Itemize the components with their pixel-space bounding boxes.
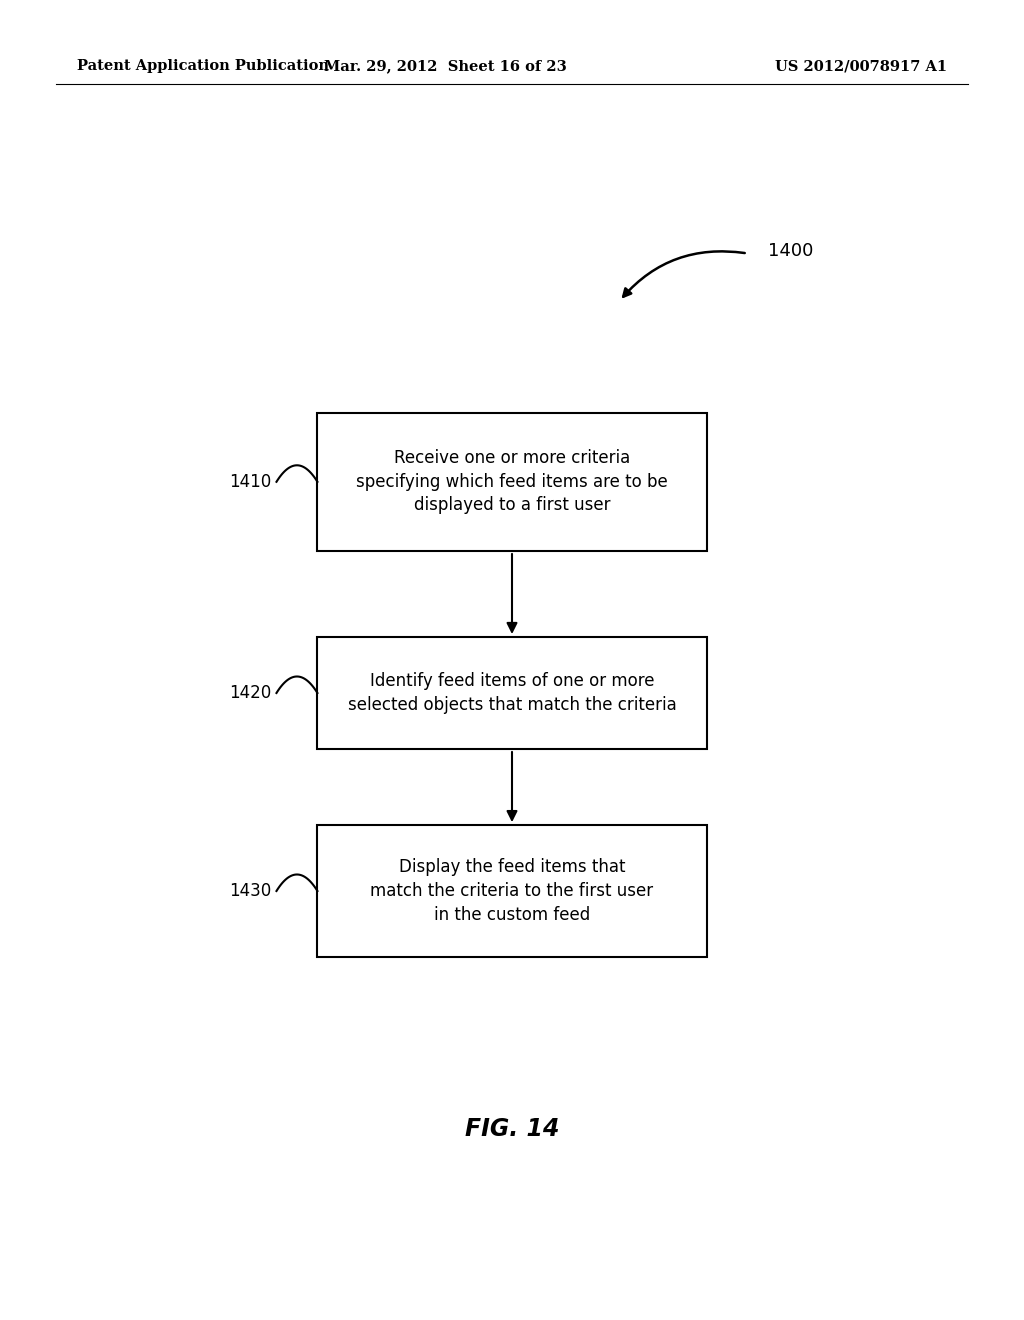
Text: 1400: 1400: [768, 242, 813, 260]
Text: FIG. 14: FIG. 14: [465, 1117, 559, 1140]
Text: 1420: 1420: [229, 684, 271, 702]
Text: 1410: 1410: [229, 473, 271, 491]
FancyBboxPatch shape: [317, 825, 707, 957]
Text: Mar. 29, 2012  Sheet 16 of 23: Mar. 29, 2012 Sheet 16 of 23: [324, 59, 567, 73]
Text: Display the feed items that
match the criteria to the first user
in the custom f: Display the feed items that match the cr…: [371, 858, 653, 924]
FancyBboxPatch shape: [317, 638, 707, 750]
Text: Identify feed items of one or more
selected objects that match the criteria: Identify feed items of one or more selec…: [347, 672, 677, 714]
FancyBboxPatch shape: [317, 412, 707, 552]
Text: Receive one or more criteria
specifying which feed items are to be
displayed to : Receive one or more criteria specifying …: [356, 449, 668, 515]
Text: 1430: 1430: [229, 882, 271, 900]
Text: US 2012/0078917 A1: US 2012/0078917 A1: [775, 59, 947, 73]
Text: Patent Application Publication: Patent Application Publication: [77, 59, 329, 73]
